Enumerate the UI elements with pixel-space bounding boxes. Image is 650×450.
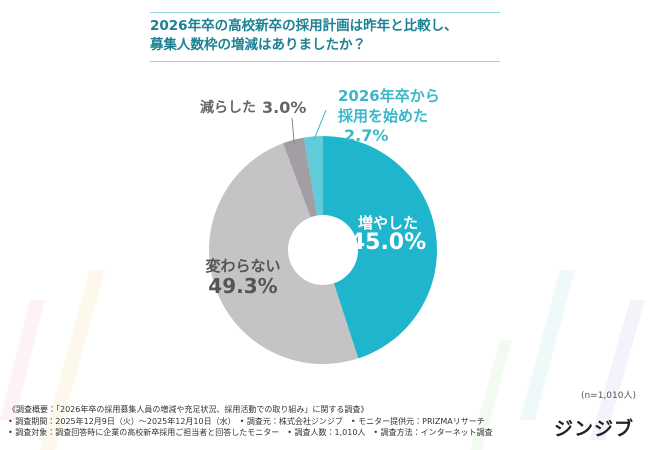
leader-line [291,117,295,144]
footnotes: 《調査概要：「2026年卒の採用募集人員の増減や充足状況、採用活動での取り組み」… [8,404,493,439]
logo: ジンジブ [553,418,634,440]
donut-slice [323,136,437,359]
value-label: 49.3% [208,274,278,298]
category-label: 増やした [357,214,418,232]
donut-slice [303,136,323,216]
leader-line [313,109,327,141]
donut-slice [283,137,318,218]
footnote-line: • 調査対象：調査回答時に企業の高校新卒採用ご担当者と回答したモニター • 調査… [8,428,493,437]
category-label: 2026年卒から 採用を始めた [338,87,440,125]
background-stripes [0,270,645,450]
chart-title: 2026年卒の高校新卒の採用計画は昨年と比較し、 募集人数枠の増減はありましたか… [150,12,500,62]
slice-label: 増やした 45.0% [348,213,428,255]
sample-note: (n=1,010人) [580,391,636,401]
value-label: 45.0% [349,230,427,255]
value-label: 2.7% [344,126,389,145]
donut-slice [209,143,359,365]
value-label: 3.0% [262,98,307,117]
slice-label: 変わらない 49.3% [198,256,288,296]
category-label: 変わらない [205,257,281,275]
footnote-line: • 調査期間：2025年12月9日（火）～2025年12月10日（水） • 調査… [8,416,485,426]
slice-label: 2026年卒から 採用を始めた2.7% [338,86,488,146]
slice-label: 減らした 3.0% [200,98,310,118]
category-label: 減らした [200,100,256,116]
footnote-line: 《調査概要：「2026年卒の採用募集人員の増減や充足状況、採用活動での取り組み」… [8,405,369,414]
